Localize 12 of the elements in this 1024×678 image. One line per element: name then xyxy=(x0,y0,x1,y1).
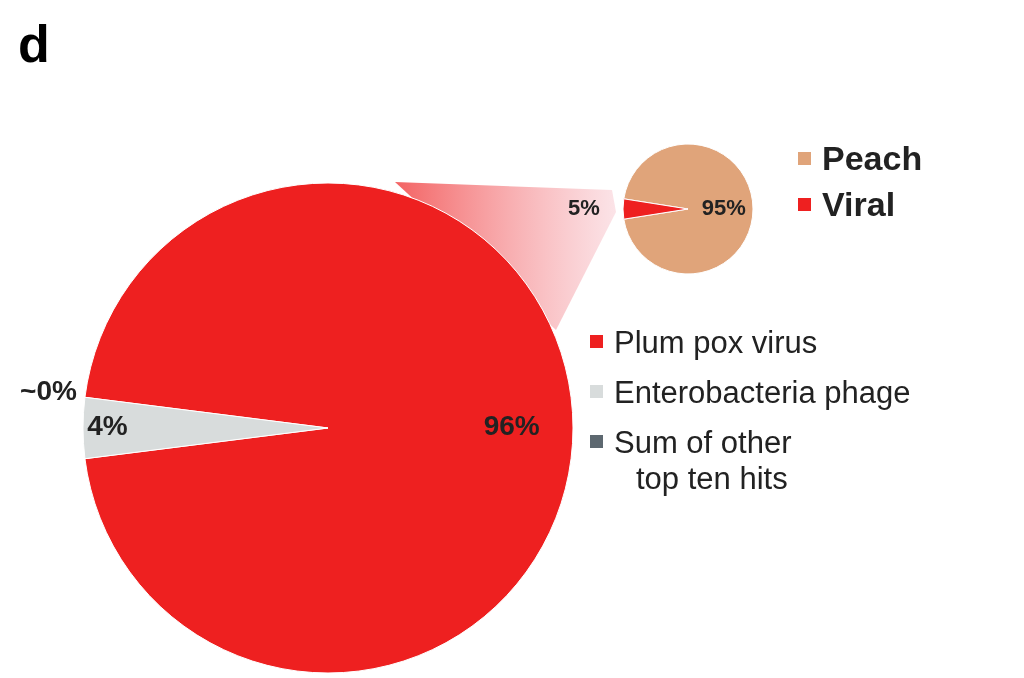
legend-label: Sum of other top ten hits xyxy=(614,425,792,496)
legend-label: Viral xyxy=(822,185,896,223)
data-label: 95% xyxy=(701,194,746,220)
data-label: 96% xyxy=(483,410,540,442)
legend-label: Peach xyxy=(822,139,923,177)
legend-label: Enterobacteria phage xyxy=(614,375,911,410)
legend-label: Plum pox virus xyxy=(614,325,818,360)
data-label: 5% xyxy=(568,194,600,220)
text: d xyxy=(18,15,50,73)
data-label: 4% xyxy=(87,410,128,442)
pie-slice xyxy=(623,143,754,275)
text: ~0% xyxy=(20,375,77,407)
